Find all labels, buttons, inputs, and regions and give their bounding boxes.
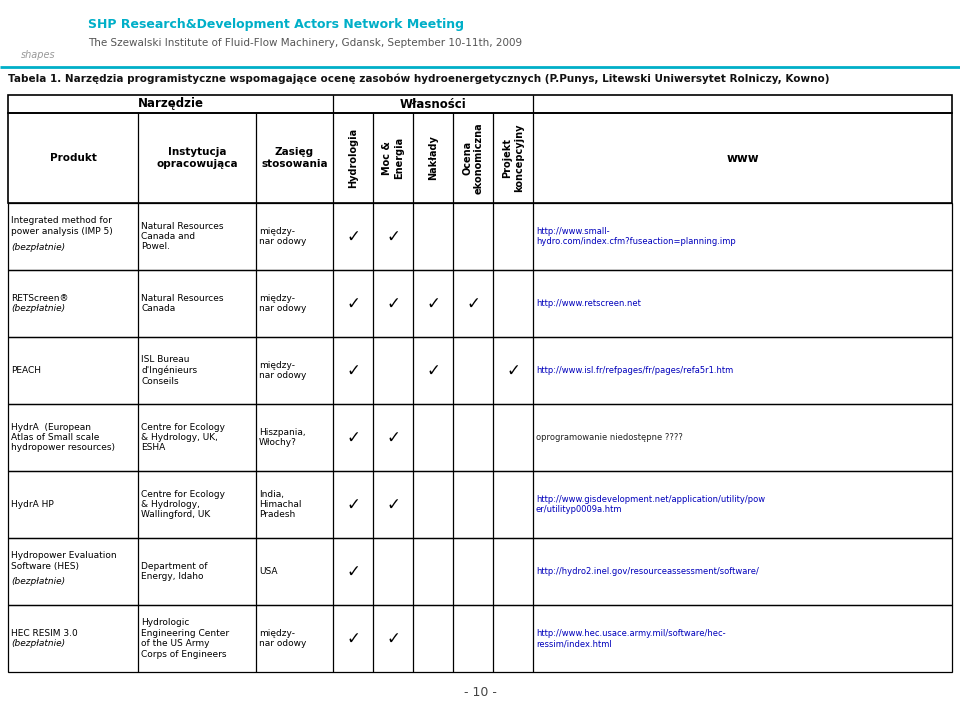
Text: (bezpłatnie): (bezpłatnie) <box>11 577 65 586</box>
Text: (bezpłatnie): (bezpłatnie) <box>11 243 65 252</box>
Text: ✓: ✓ <box>386 295 400 313</box>
Text: ✓: ✓ <box>346 295 360 313</box>
Text: RETScreen®: RETScreen® <box>11 294 68 303</box>
Text: http://www.hec.usace.army.mil/software/hec-
ressim/index.html: http://www.hec.usace.army.mil/software/h… <box>536 628 726 648</box>
Text: Hydrologic
Engineering Center
of the US Army
Corps of Engineers: Hydrologic Engineering Center of the US … <box>141 619 229 659</box>
Text: Ocena
ekonomiczna: Ocena ekonomiczna <box>462 122 484 194</box>
Text: ✓: ✓ <box>466 295 480 313</box>
Text: Zasięg
stosowania: Zasięg stosowania <box>261 147 327 169</box>
Text: między-
nar odowy: między- nar odowy <box>259 227 306 246</box>
Text: między-
nar odowy: między- nar odowy <box>259 294 306 314</box>
Text: Tabela 1. Narzędzia programistyczne wspomagające ocenę zasobów hydroenergetyczny: Tabela 1. Narzędzia programistyczne wspo… <box>8 74 829 84</box>
Text: ✓: ✓ <box>426 295 440 313</box>
Text: Instytucja
opracowująca: Instytucja opracowująca <box>156 147 238 169</box>
Text: ✓: ✓ <box>426 361 440 380</box>
Text: Nakłady: Nakłady <box>428 136 438 181</box>
Text: http://www.small-
hydro.com/index.cfm?fuseaction=planning.imp: http://www.small- hydro.com/index.cfm?fu… <box>536 227 735 246</box>
Text: Natural Resources
Canada: Natural Resources Canada <box>141 294 224 314</box>
Text: ✓: ✓ <box>386 496 400 513</box>
Text: SHP Research&Development Actors Network Meeting: SHP Research&Development Actors Network … <box>88 18 464 31</box>
Text: ✓: ✓ <box>346 562 360 581</box>
Text: Centre for Ecology
& Hydrology, UK,
ESHA: Centre for Ecology & Hydrology, UK, ESHA <box>141 423 225 453</box>
Text: ✓: ✓ <box>346 429 360 446</box>
Text: Hiszpania,
Włochy?: Hiszpania, Włochy? <box>259 428 305 447</box>
Text: Moc &
Energia: Moc & Energia <box>382 137 404 179</box>
Text: Natural Resources
Canada and
Powel.: Natural Resources Canada and Powel. <box>141 221 224 252</box>
Text: HEC RESIM 3.0: HEC RESIM 3.0 <box>11 628 78 638</box>
Text: Centre for Ecology
& Hydrology,
Wallingford, UK: Centre for Ecology & Hydrology, Wallingf… <box>141 489 225 520</box>
Text: ✓: ✓ <box>386 429 400 446</box>
Text: http://www.isl.fr/refpages/fr/pages/refa5r1.htm: http://www.isl.fr/refpages/fr/pages/refa… <box>536 366 733 375</box>
Text: shapes: shapes <box>21 50 56 60</box>
Text: między-
nar odowy: między- nar odowy <box>259 628 306 648</box>
Text: ✓: ✓ <box>346 228 360 245</box>
Text: http://www.retscreen.net: http://www.retscreen.net <box>536 299 641 308</box>
Text: - 10 -: - 10 - <box>464 685 496 699</box>
Text: ✓: ✓ <box>346 496 360 513</box>
Text: India,
Himachal
Pradesh: India, Himachal Pradesh <box>259 489 301 520</box>
Text: www: www <box>726 152 758 165</box>
Text: ✓: ✓ <box>506 361 520 380</box>
Text: między-
nar odowy: między- nar odowy <box>259 361 306 380</box>
Text: (bezpłatnie): (bezpłatnie) <box>11 304 65 314</box>
Text: ✓: ✓ <box>386 228 400 245</box>
Text: http://www.gisdevelopment.net/application/utility/pow
er/utilityp0009a.htm: http://www.gisdevelopment.net/applicatio… <box>536 495 765 514</box>
Text: Hydrologia: Hydrologia <box>348 128 358 188</box>
Text: http://hydro2.inel.gov/resourceassessment/software/: http://hydro2.inel.gov/resourceassessmen… <box>536 567 758 576</box>
Text: Hydropower Evaluation
Software (HES): Hydropower Evaluation Software (HES) <box>11 551 116 571</box>
Text: ✓: ✓ <box>386 629 400 647</box>
Text: HydrA  (European
Atlas of Small scale
hydropower resources): HydrA (European Atlas of Small scale hyd… <box>11 423 115 453</box>
Text: Department of
Energy, Idaho: Department of Energy, Idaho <box>141 562 207 581</box>
Text: ✓: ✓ <box>346 361 360 380</box>
Text: Własności: Własności <box>399 98 467 110</box>
Text: PEACH: PEACH <box>11 366 41 375</box>
Text: USA: USA <box>259 567 277 576</box>
Text: ISL Bureau
d'Ingénieurs
Conseils: ISL Bureau d'Ingénieurs Conseils <box>141 355 197 386</box>
Text: Integrated method for
power analysis (IMP 5): Integrated method for power analysis (IM… <box>11 217 112 236</box>
Text: Projekt
koncepcyjny: Projekt koncepcyjny <box>502 124 524 192</box>
Text: oprogramowanie niedostępne ????: oprogramowanie niedostępne ???? <box>536 433 683 442</box>
Text: The Szewalski Institute of Fluid-Flow Machinery, Gdansk, September 10-11th, 2009: The Szewalski Institute of Fluid-Flow Ma… <box>88 38 522 48</box>
Text: Produkt: Produkt <box>50 153 96 163</box>
Text: (bezpłatnie): (bezpłatnie) <box>11 639 65 648</box>
Text: HydrA HP: HydrA HP <box>11 500 54 509</box>
Text: ✓: ✓ <box>346 629 360 647</box>
Text: Narzędzie: Narzędzie <box>137 98 204 110</box>
